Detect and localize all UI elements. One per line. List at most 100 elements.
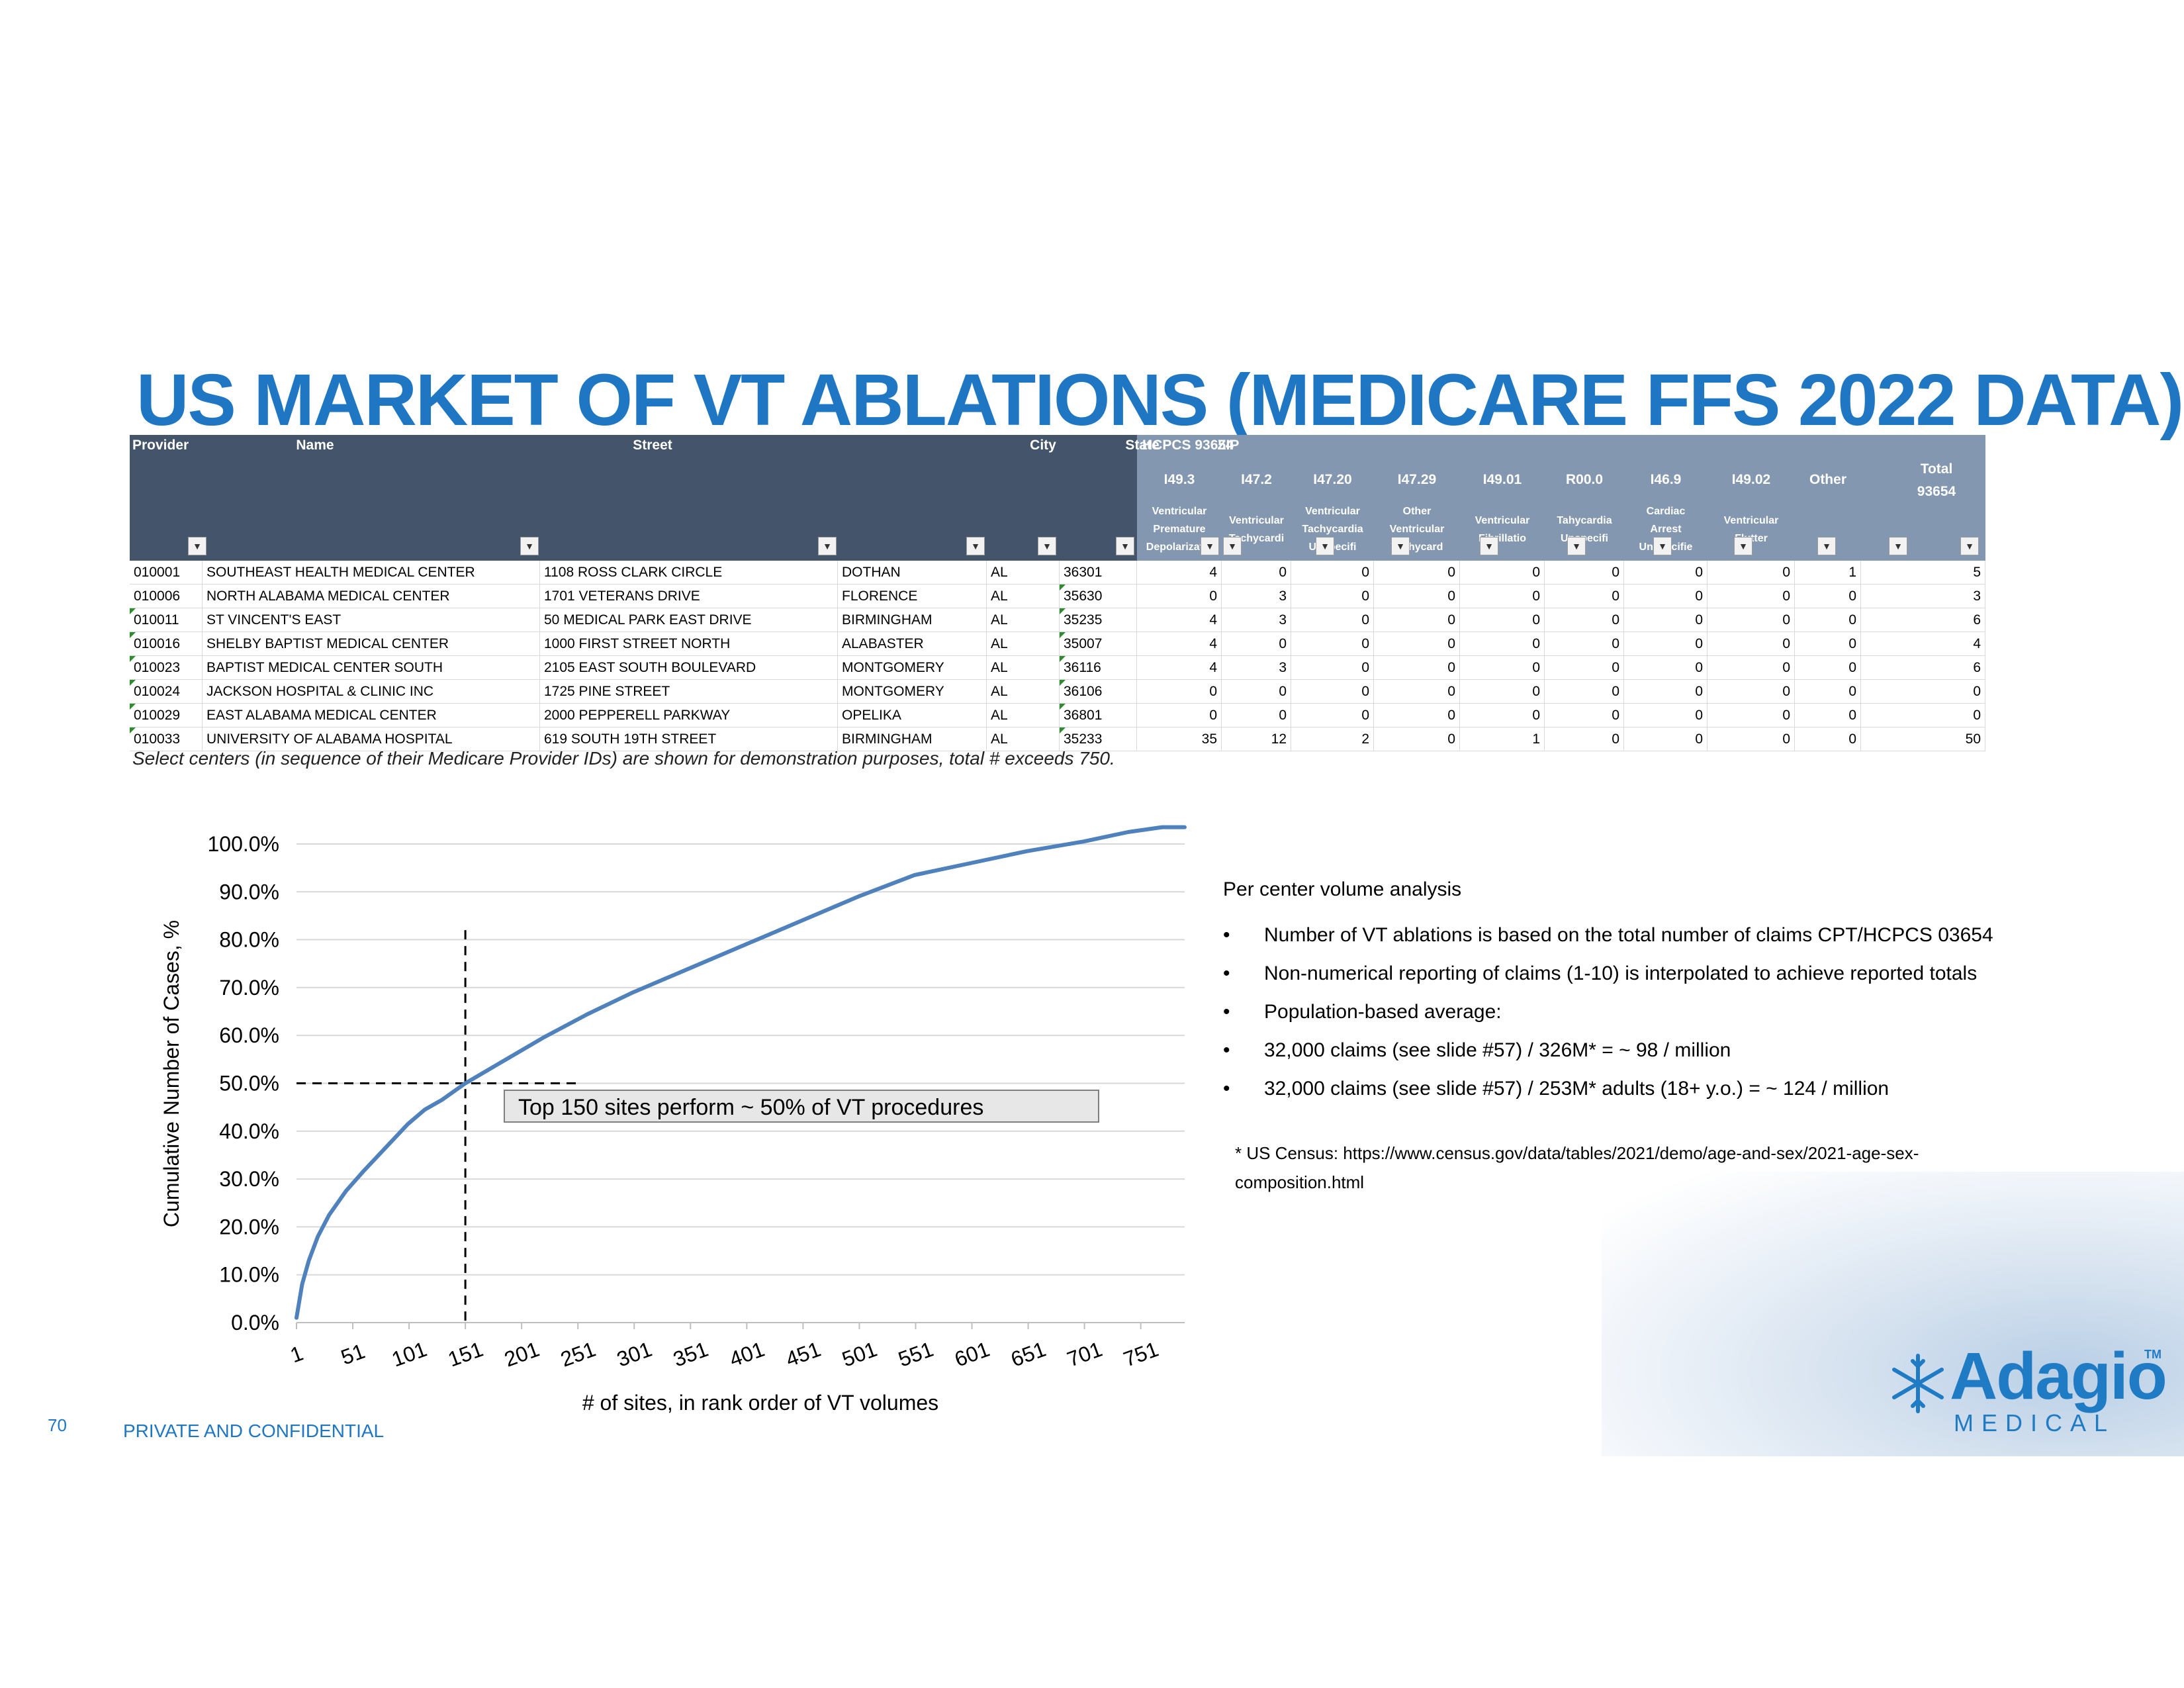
filter-dropdown-button[interactable]: ▼ <box>1734 537 1752 555</box>
cell-value: 0 <box>1545 585 1624 608</box>
cell-value: 0 <box>1291 608 1374 632</box>
cell-city: OPELIKA <box>838 704 987 727</box>
code-header: R00.0 <box>1565 472 1604 487</box>
filter-dropdown-button[interactable]: ▼ <box>1889 537 1907 555</box>
x-tick-label: 401 <box>726 1337 767 1372</box>
error-indicator <box>130 680 136 686</box>
y-tick-label: 0.0% <box>231 1311 279 1335</box>
filter-dropdown-button[interactable]: ▼ <box>1817 537 1836 555</box>
col-provider-header: Provider <box>132 438 189 453</box>
cell-name: EAST ALABAMA MEDICAL CENTER <box>203 704 540 727</box>
cell-value: 0 <box>1624 632 1707 655</box>
cell-value: 0 <box>1291 561 1374 584</box>
code-header: I46.9 <box>1650 472 1682 487</box>
code-description: Premature <box>1153 524 1206 535</box>
code-header: I47.20 <box>1313 472 1352 487</box>
filter-dropdown-button[interactable]: ▼ <box>1960 537 1979 555</box>
cell-value: 0 <box>1707 561 1795 584</box>
table-body: 010001 SOUTHEAST HEALTH MEDICAL CENTER 110… <box>130 561 1985 751</box>
x-axis-label: # of sites, in rank order of VT volumes <box>582 1391 938 1415</box>
cell-value: 0 <box>1707 680 1795 703</box>
filter-dropdown-button[interactable]: ▼ <box>1201 537 1219 555</box>
filter-dropdown-button[interactable]: ▼ <box>1116 537 1134 555</box>
frost-background <box>1602 1172 2184 1456</box>
code-description: Ventricular <box>1475 514 1530 526</box>
cell-value: 0 <box>1624 656 1707 679</box>
cell-value: 0 <box>1624 561 1707 584</box>
filter-dropdown-button[interactable]: ▼ <box>1316 537 1334 555</box>
cell-name: NORTH ALABAMA MEDICAL CENTER <box>203 585 540 608</box>
cell-state: AL <box>987 680 1060 703</box>
code-description: Tachycard <box>1390 541 1443 553</box>
cell-value: 4 <box>1137 608 1222 632</box>
cell-value: 0 <box>1374 680 1460 703</box>
table-row: 010011 ST VINCENT'S EAST 50 MEDICAL PARK E… <box>130 608 1985 632</box>
cell-value: 0 <box>1374 704 1460 727</box>
y-axis-label: Cumulative Number of Cases, % <box>159 920 183 1227</box>
code-description: Other <box>1402 506 1432 517</box>
cell-name: ST VINCENT'S EAST <box>203 608 540 632</box>
panel-bullet: • 32,000 claims (see slide #57) / 253M* a… <box>1223 1078 1889 1100</box>
y-tick-label: 70.0% <box>219 976 279 1000</box>
cell-state: AL <box>987 585 1060 608</box>
filter-dropdown-button[interactable]: ▼ <box>818 537 837 555</box>
code-header: I49.02 <box>1731 472 1771 487</box>
code-description: Ventricular <box>1389 524 1445 535</box>
cell-value: 3 <box>1222 656 1291 679</box>
cell-value: 0 <box>1460 656 1545 679</box>
filter-dropdown-button[interactable]: ▼ <box>520 537 539 555</box>
cell-city: BIRMINGHAM <box>838 727 987 751</box>
cell-value: 4 <box>1137 656 1222 679</box>
error-indicator <box>130 727 136 733</box>
filter-dropdown-button[interactable]: ▼ <box>188 537 206 555</box>
cell-street: 1701 VETERANS DRIVE <box>540 585 838 608</box>
cell-value: 0 <box>1795 656 1861 679</box>
cell-value: 35 <box>1137 727 1222 751</box>
cell-city: BIRMINGHAM <box>838 608 987 632</box>
y-tick-label: 50.0% <box>219 1071 279 1095</box>
cell-value: 0 <box>1460 608 1545 632</box>
cell-value: 5 <box>1861 561 1985 584</box>
filter-dropdown-button[interactable]: ▼ <box>1038 537 1056 555</box>
cell-value: 0 <box>1624 727 1707 751</box>
code-description: Tahycardia <box>1557 514 1612 526</box>
cell-value: 0 <box>1861 680 1985 703</box>
cell-zip: 35235 <box>1060 608 1137 632</box>
x-tick-label: 1 <box>287 1341 306 1368</box>
y-tick-label: 60.0% <box>219 1023 279 1047</box>
col-total-header: Total <box>1920 461 1953 477</box>
cell-provider: 010033 <box>130 727 203 751</box>
code-description: Depolarizatio <box>1146 541 1213 553</box>
cell-street: 2000 PEPPERELL PARKWAY <box>540 704 838 727</box>
cell-value: 12 <box>1222 727 1291 751</box>
table-row: 010024 JACKSON HOSPITAL & CLINIC INC 1725 … <box>130 680 1985 704</box>
filter-dropdown-button[interactable]: ▼ <box>1567 537 1586 555</box>
panel-bullet: • Number of VT ablations is based on the … <box>1223 924 1993 946</box>
cell-value: 0 <box>1624 585 1707 608</box>
x-tick-label: 351 <box>670 1337 711 1372</box>
panel-bullet: • Non-numerical reporting of claims (1-10… <box>1223 962 1978 984</box>
cell-value: 0 <box>1624 704 1707 727</box>
cell-name: SHELBY BAPTIST MEDICAL CENTER <box>203 632 540 655</box>
x-tick-label: 451 <box>782 1337 823 1372</box>
cell-value: 0 <box>1707 727 1795 751</box>
error-indicator <box>130 632 136 638</box>
y-tick-label: 90.0% <box>219 880 279 904</box>
cell-value: 0 <box>1795 608 1861 632</box>
col-street-header: Street <box>633 438 672 453</box>
filter-dropdown-button[interactable]: ▼ <box>1480 537 1498 555</box>
y-tick-label: 30.0% <box>219 1167 279 1191</box>
cell-value: 0 <box>1374 561 1460 584</box>
cell-value: 0 <box>1795 632 1861 655</box>
filter-dropdown-button[interactable]: ▼ <box>1223 537 1242 555</box>
filter-dropdown-button[interactable]: ▼ <box>1653 537 1672 555</box>
cell-value: 0 <box>1374 727 1460 751</box>
table-row: 010001 SOUTHEAST HEALTH MEDICAL CENTER 110… <box>130 561 1985 585</box>
filter-dropdown-button[interactable]: ▼ <box>966 537 985 555</box>
cell-value: 4 <box>1861 632 1985 655</box>
cell-provider: 010001 <box>130 561 203 584</box>
filter-dropdown-button[interactable]: ▼ <box>1391 537 1410 555</box>
code-description: Cardiac <box>1646 506 1686 517</box>
y-tick-label: 10.0% <box>219 1263 279 1287</box>
cell-zip: 36116 <box>1060 656 1137 679</box>
